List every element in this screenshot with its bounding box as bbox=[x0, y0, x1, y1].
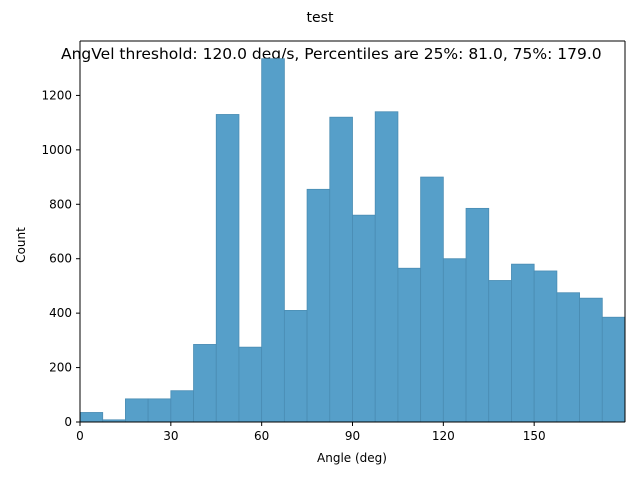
figure-suptitle: test bbox=[307, 10, 334, 26]
histogram-bar-9 bbox=[283, 310, 308, 423]
histogram-bar-11 bbox=[329, 116, 353, 423]
histogram-bar-5 bbox=[193, 344, 217, 423]
x-tick-label: 150 bbox=[523, 429, 546, 443]
chart-title: AngVel threshold: 120.0 deg/s, Percentil… bbox=[61, 45, 602, 63]
histogram-bar-4 bbox=[170, 390, 194, 423]
x-axis-label: Angle (deg) bbox=[317, 451, 387, 465]
histogram-bar-18 bbox=[488, 280, 512, 423]
y-tick-label: 0 bbox=[64, 415, 72, 429]
histogram-bar-13 bbox=[374, 111, 399, 423]
y-tick-label: 400 bbox=[49, 306, 72, 320]
y-tick-label: 800 bbox=[49, 197, 72, 211]
histogram-bar-0 bbox=[79, 412, 104, 423]
histogram-bar-22 bbox=[579, 297, 603, 423]
histogram-bar-6 bbox=[215, 114, 240, 423]
histogram-bar-2 bbox=[125, 398, 149, 423]
histogram-bar-19 bbox=[511, 263, 535, 423]
histogram-bar-3 bbox=[147, 398, 172, 423]
x-tick-label: 60 bbox=[254, 429, 269, 443]
bars-group bbox=[79, 58, 626, 423]
x-tick-label: 90 bbox=[345, 429, 360, 443]
y-axis-ticks: 0 200 400 600 800 1000 1200 bbox=[41, 88, 80, 429]
histogram-bar-15 bbox=[420, 176, 444, 423]
x-axis-ticks: 0 30 60 90 120 150 bbox=[76, 422, 546, 443]
histogram-bar-10 bbox=[306, 188, 331, 423]
histogram-bar-17 bbox=[465, 207, 490, 423]
histogram-bar-23 bbox=[601, 316, 626, 423]
y-tick-label: 200 bbox=[49, 361, 72, 375]
histogram-bar-8 bbox=[261, 58, 285, 423]
y-tick-label: 600 bbox=[49, 252, 72, 266]
histogram-bar-7 bbox=[238, 346, 263, 423]
x-tick-label: 0 bbox=[76, 429, 84, 443]
y-axis-label: Count bbox=[14, 227, 28, 263]
y-tick-label: 1000 bbox=[41, 143, 72, 157]
x-tick-label: 120 bbox=[432, 429, 455, 443]
y-tick-label: 1200 bbox=[41, 88, 72, 102]
x-tick-label: 30 bbox=[163, 429, 178, 443]
histogram-bar-20 bbox=[533, 270, 558, 423]
histogram-bar-21 bbox=[556, 292, 580, 423]
histogram-bar-16 bbox=[442, 258, 467, 423]
histogram-bar-12 bbox=[352, 214, 376, 423]
histogram-bar-14 bbox=[397, 267, 422, 423]
